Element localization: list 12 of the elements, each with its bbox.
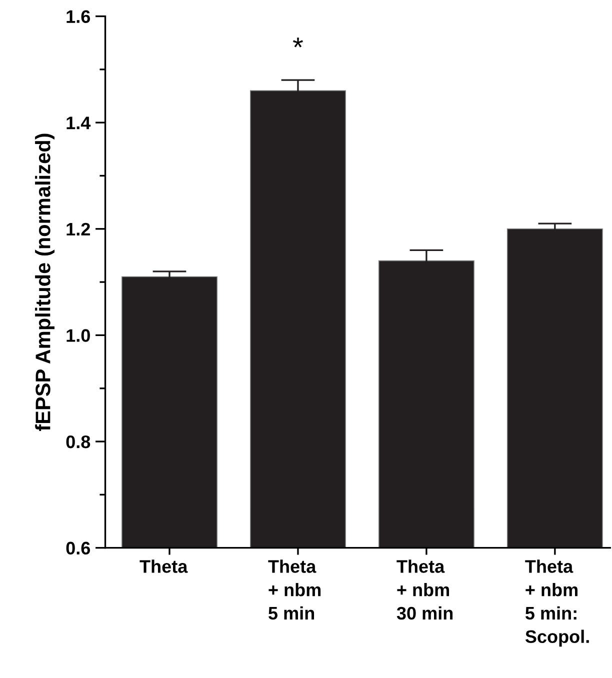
x-tick-label: Theta <box>140 560 188 573</box>
y-tick-label: 1.4 <box>66 116 91 130</box>
x-tick-label: Theta + nbm 5 min <box>268 560 321 620</box>
annotation: * <box>293 38 303 48</box>
y-tick-label: 1.2 <box>66 222 90 236</box>
y-tick-label: 1.6 <box>66 10 90 23</box>
x-tick-label: Theta + nbm 30 min <box>396 560 453 620</box>
x-tick-label: Theta + nbm 5 min: Scopol. <box>525 560 589 647</box>
y-tick-label: 0.8 <box>66 435 90 448</box>
y-tick-label: 1.0 <box>66 329 90 342</box>
y-tick-label: 0.6 <box>66 542 90 555</box>
y-axis-title: fEPSP Amplitude (normalized) <box>35 134 54 432</box>
